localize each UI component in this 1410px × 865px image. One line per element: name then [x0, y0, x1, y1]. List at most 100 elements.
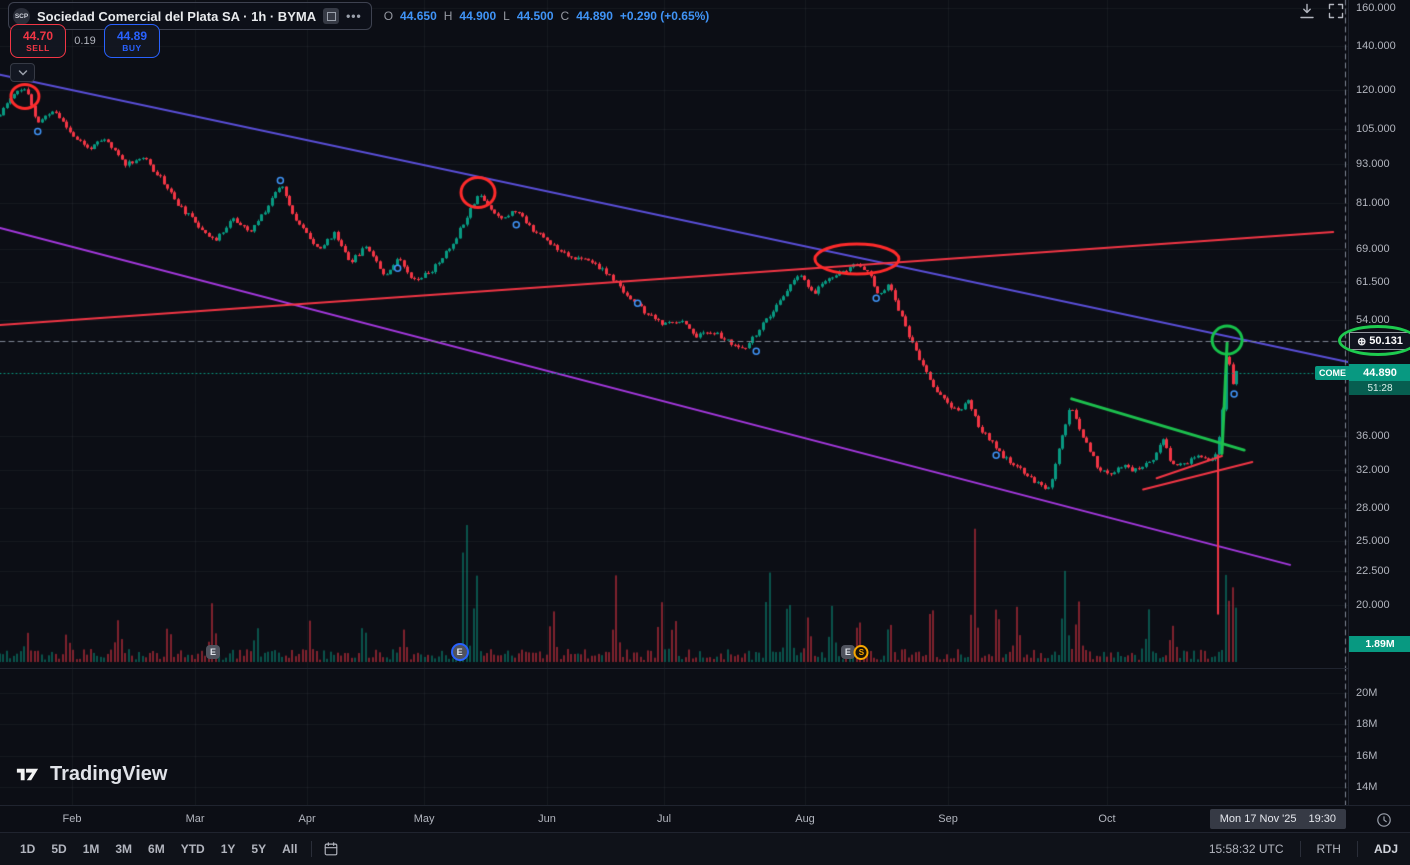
fullscreen-icon	[1328, 3, 1344, 19]
close-label: C	[560, 9, 570, 23]
range-button-5y[interactable]: 5Y	[243, 837, 274, 861]
price-tick-label: 93.000	[1356, 157, 1390, 170]
go-to-date-button[interactable]	[318, 838, 344, 860]
event-marker-e[interactable]: E	[840, 645, 855, 659]
range-button-all[interactable]: All	[274, 837, 305, 861]
sell-price: 44.70	[22, 28, 54, 43]
low-value: 44.500	[516, 9, 554, 23]
volume-tick-label: 14M	[1356, 780, 1378, 793]
chart-top-actions	[1296, 1, 1347, 21]
range-button-1d[interactable]: 1D	[12, 837, 43, 861]
volume-tick-label: 18M	[1356, 718, 1378, 731]
range-button-6m[interactable]: 6M	[140, 837, 173, 861]
download-chart-button[interactable]	[1296, 1, 1318, 21]
chevron-down-icon	[18, 69, 27, 76]
price-tick-label: 69.000	[1356, 243, 1390, 256]
flag-glyph	[326, 11, 336, 21]
open-label: O	[383, 9, 394, 23]
symbol-price-line-label: COME	[1315, 366, 1350, 380]
bar-countdown: 51:28	[1349, 381, 1410, 395]
month-label-sep: Sep	[938, 813, 958, 825]
download-icon	[1300, 3, 1314, 19]
sell-label: SELL	[26, 42, 50, 53]
symbol-title-box[interactable]: SCP Sociedad Comercial del Plata SA · 1h…	[8, 2, 372, 30]
crosshair-time: 19:30	[1308, 813, 1336, 825]
sell-button[interactable]: 44.70 SELL	[10, 24, 66, 58]
price-tick-label: 22.500	[1356, 565, 1390, 578]
price-tick-label: 20.000	[1356, 599, 1390, 611]
price-tick-label: 54.000	[1356, 313, 1390, 326]
bottom-toolbar: 1D 5D 1M 3M 6M YTD 1Y 5Y All 15:58:32 UTC RTH AD…	[0, 832, 1410, 865]
price-tick-label: 32.000	[1356, 464, 1390, 476]
range-button-1m[interactable]: 1M	[75, 837, 108, 861]
range-button-ytd[interactable]: YTD	[173, 837, 213, 861]
high-value: 44.900	[459, 9, 497, 23]
month-label-jun: Jun	[538, 813, 556, 825]
price-tick-label: 105.000	[1356, 122, 1396, 135]
buy-label: BUY	[122, 42, 142, 53]
range-button-5d[interactable]: 5D	[43, 837, 74, 861]
time-axis[interactable]: Feb Mar Apr May Jun Jul Aug Sep Oct Mon 17 Nov '…	[0, 805, 1410, 833]
volume-tick-label: 16M	[1356, 749, 1378, 762]
low-label: L	[503, 9, 510, 23]
price-chart-canvas[interactable]	[0, 0, 1348, 805]
buy-price: 44.89	[116, 28, 148, 43]
price-tick-label: 140.000	[1356, 40, 1396, 53]
legend-flag-icon[interactable]	[323, 8, 340, 24]
tradingview-watermark-text: TradingView	[50, 763, 168, 785]
month-label-jul: Jul	[656, 813, 672, 825]
event-marker-e[interactable]: E	[205, 645, 220, 659]
fullscreen-button[interactable]	[1325, 1, 1347, 21]
high-label: H	[443, 9, 453, 23]
range-button-3m[interactable]: 3M	[107, 837, 140, 861]
crosshair-date-label: Mon 17 Nov '25 19:30	[1209, 809, 1346, 829]
adjust-toggle[interactable]: ADJ	[1373, 842, 1398, 856]
symbol-title[interactable]: Sociedad Comercial del Plata SA · 1h · B…	[37, 8, 317, 24]
crosshair-price-value: 50.131	[1369, 335, 1403, 347]
ohlc-values: O 44.650 H 44.900 L 44.500 C 44.890 +0.290 (…	[384, 9, 710, 23]
crosshair-date: Mon 17 Nov '25	[1219, 813, 1297, 825]
close-value: 44.890	[576, 9, 613, 23]
buy-button[interactable]: 44.89 BUY	[104, 24, 160, 58]
month-label-aug: Aug	[795, 813, 815, 825]
buy-sell-panel: 44.70 SELL 0.19 44.89 BUY	[10, 24, 160, 58]
price-tick-label: 81.000	[1356, 197, 1390, 210]
range-button-group: 1D 5D 1M 3M 6M YTD 1Y 5Y All	[12, 837, 305, 861]
event-marker-s[interactable]: S	[853, 645, 869, 660]
last-price-label: 44.890	[1349, 364, 1410, 381]
pane-separator[interactable]	[0, 668, 1410, 669]
toolbar-divider	[1299, 841, 1301, 857]
open-value: 44.650	[400, 9, 437, 23]
month-label-may: May	[413, 813, 435, 825]
legend-more-icon[interactable]: •••	[346, 9, 362, 23]
tradingview-logo-icon	[16, 768, 39, 781]
month-label-mar: Mar	[185, 813, 205, 825]
month-label-apr: Apr	[298, 813, 316, 825]
spread-value: 0.19	[74, 35, 96, 47]
chart-legend: SCP Sociedad Comercial del Plata SA · 1h…	[8, 2, 709, 30]
toolbar-right-group: 15:58:32 UTC RTH ADJ	[1209, 841, 1398, 857]
range-button-1y[interactable]: 1Y	[213, 837, 244, 861]
toolbar-divider	[1356, 841, 1358, 857]
price-tick-label: 28.000	[1356, 502, 1390, 515]
change-value: +0.290 (+0.65%)	[619, 9, 710, 23]
clock-utc[interactable]: 15:58:32 UTC	[1208, 842, 1284, 856]
price-tick-label: 160.000	[1356, 1, 1396, 14]
tradingview-watermark[interactable]: TradingView	[14, 761, 167, 788]
plus-circle-icon[interactable]: ⊕	[1357, 335, 1367, 348]
symbol-logo: SCP	[13, 7, 30, 25]
timezone-clock-button[interactable]	[1374, 810, 1394, 830]
crosshair-price-label[interactable]: ⊕ 50.131	[1349, 332, 1410, 350]
clock-icon	[1377, 813, 1391, 827]
price-tick-label: 61.500	[1356, 276, 1390, 289]
price-axis[interactable]: 160.000 140.000 120.000 105.000 93.000 81.000…	[1338, 0, 1410, 805]
price-tick-label: 36.000	[1356, 430, 1390, 443]
legend-collapse-button[interactable]	[10, 63, 35, 82]
month-label-oct: Oct	[1098, 813, 1116, 825]
month-label-feb: Feb	[62, 813, 82, 825]
volume-value-label: 1.89M	[1349, 636, 1410, 652]
session-rth-toggle[interactable]: RTH	[1316, 842, 1341, 856]
event-marker-e[interactable]: E	[452, 645, 467, 659]
calendar-icon	[325, 842, 338, 856]
